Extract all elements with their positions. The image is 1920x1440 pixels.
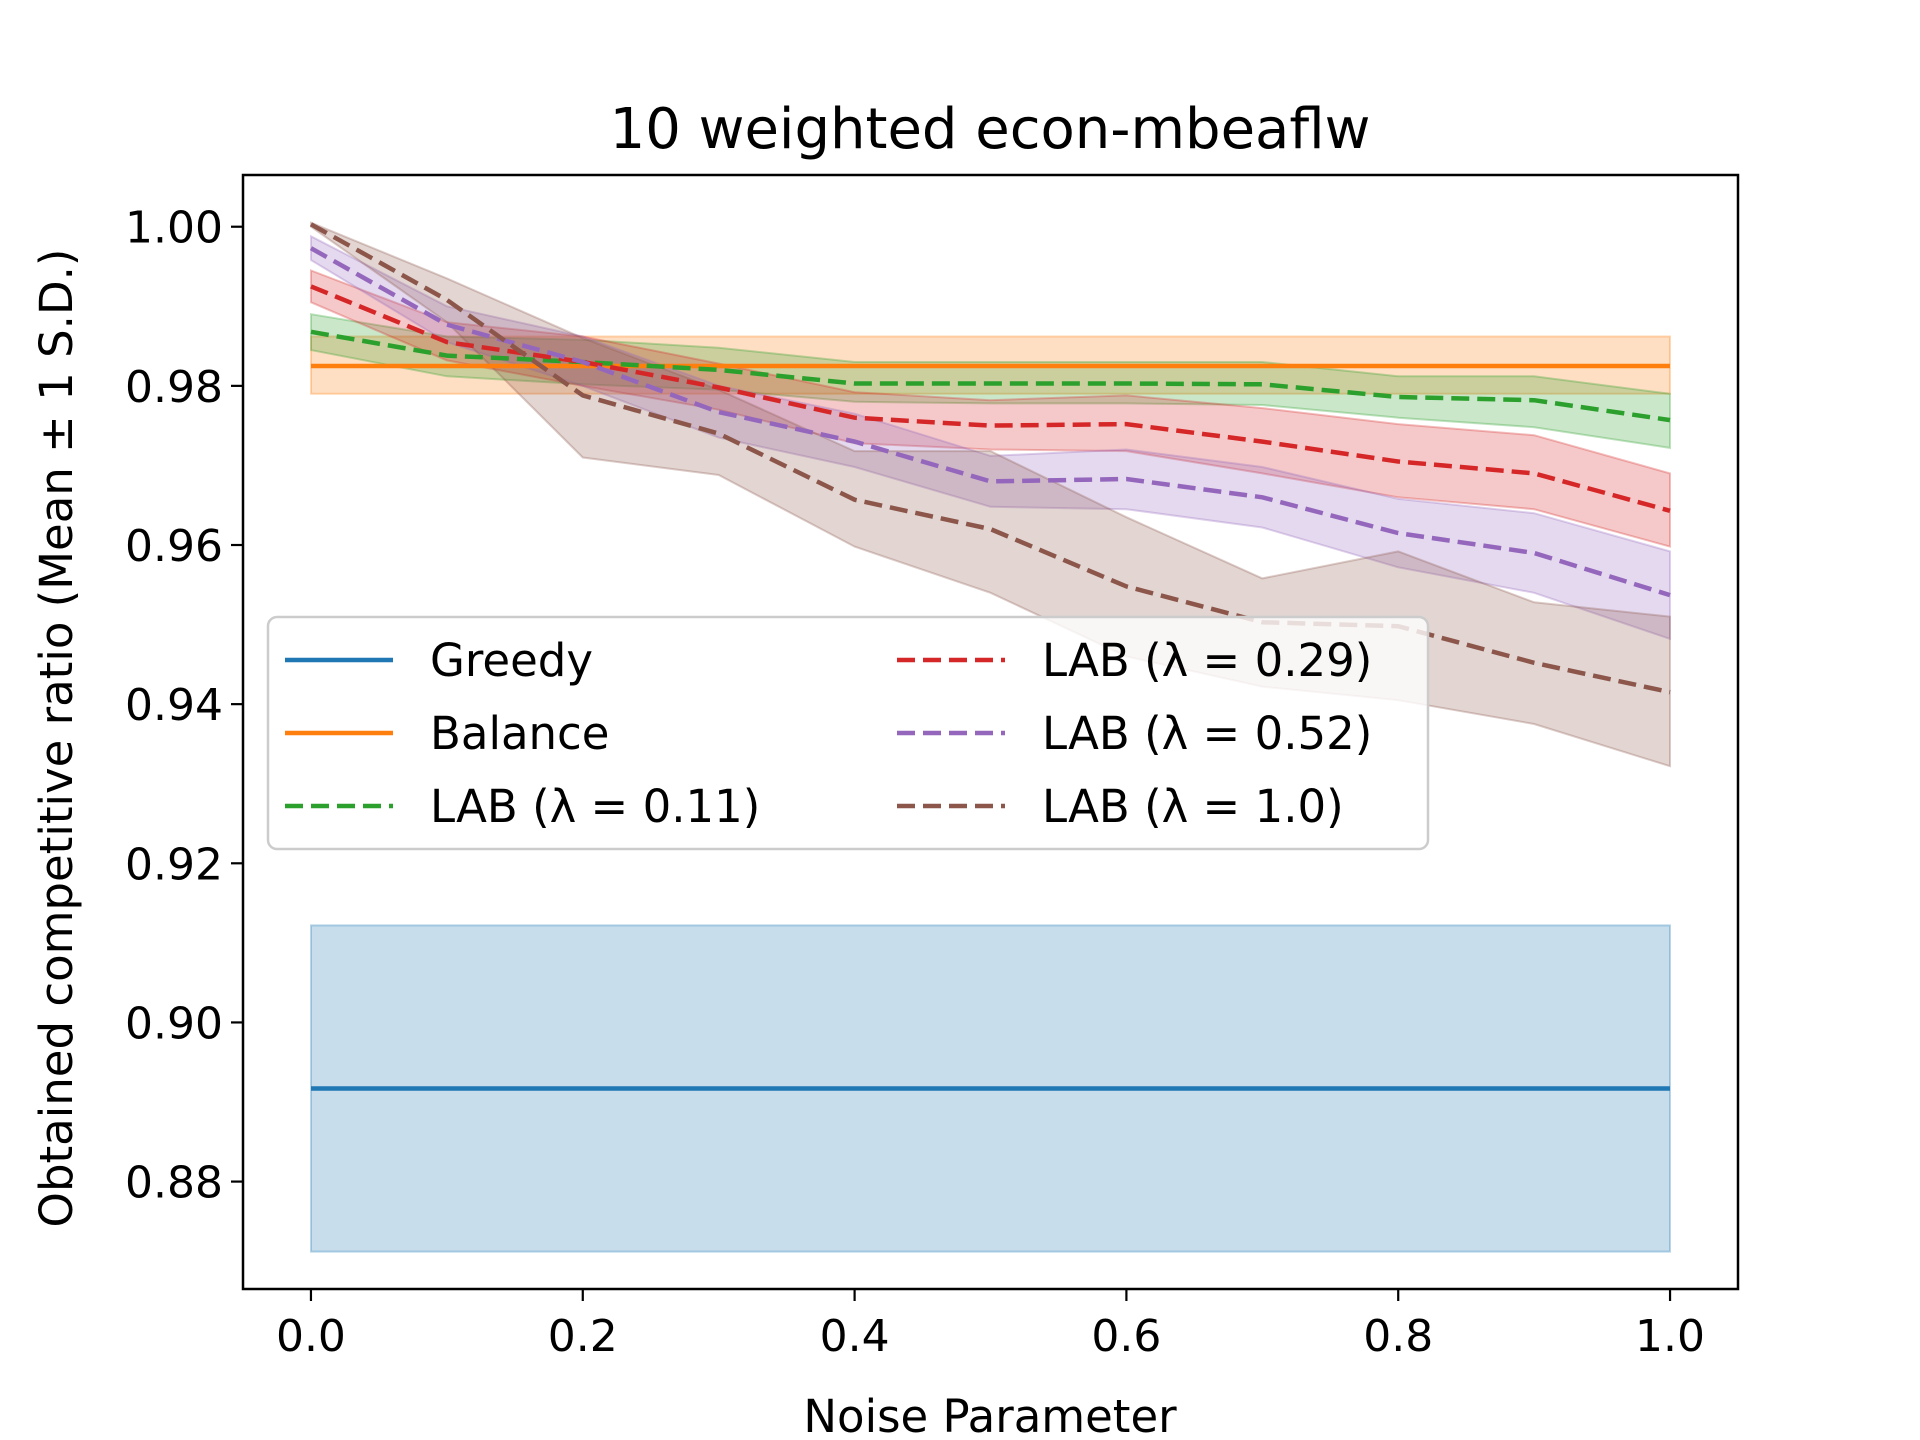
series-2-line bbox=[310, 329, 1671, 423]
y-axis-label: Obtained competitive ratio (Mean ± 1 S.D… bbox=[30, 249, 83, 1228]
series-3-band bbox=[310, 269, 1671, 548]
plot-frame bbox=[241, 173, 1740, 1291]
x-tick-label: 0.0 bbox=[276, 1311, 346, 1362]
legend-label: Greedy bbox=[430, 634, 593, 687]
legend-label: LAB (λ = 0.29) bbox=[1042, 634, 1372, 687]
y-axis: 0.88 0.90 0.92 0.94 0.96 0.98 1.00 bbox=[125, 203, 243, 1209]
y-tick-label: 0.98 bbox=[125, 362, 223, 413]
series-4-band bbox=[310, 234, 1671, 641]
x-axis-label: Noise Parameter bbox=[803, 1390, 1177, 1440]
y-tick-label: 0.92 bbox=[125, 839, 223, 890]
legend-label: LAB (λ = 0.52) bbox=[1042, 707, 1372, 760]
series-2-band bbox=[310, 313, 1671, 450]
y-tick-label: 1.00 bbox=[125, 203, 223, 254]
y-tick-label: 0.96 bbox=[125, 521, 223, 572]
y-tick-label: 0.94 bbox=[125, 680, 223, 731]
legend-label: LAB (λ = 0.11) bbox=[430, 780, 760, 833]
x-tick-label: 0.8 bbox=[1363, 1311, 1433, 1362]
x-tick-label: 0.2 bbox=[548, 1311, 618, 1362]
y-tick-label: 0.88 bbox=[125, 1158, 223, 1209]
series-4-line bbox=[309, 246, 1671, 598]
x-tick-label: 0.6 bbox=[1091, 1311, 1161, 1362]
legend-label: LAB (λ = 1.0) bbox=[1042, 780, 1344, 833]
legend-box bbox=[266, 615, 1430, 851]
legend: Greedy Balance LAB (λ = 0.11) LAB (λ = 0.29… bbox=[266, 615, 1430, 851]
legend-label: Balance bbox=[430, 707, 609, 760]
chart-title: 10 weighted econ-mbeaflw bbox=[610, 97, 1371, 162]
x-tick-label: 1.0 bbox=[1635, 1311, 1705, 1362]
series-5-line bbox=[309, 222, 1671, 695]
y-tick-label: 0.90 bbox=[125, 998, 223, 1049]
series-3-line bbox=[310, 284, 1671, 513]
x-tick-label: 0.4 bbox=[820, 1311, 890, 1362]
x-axis: 0.0 0.2 0.4 0.6 0.8 1.0 bbox=[276, 1289, 1705, 1362]
series-lines bbox=[309, 222, 1671, 1091]
